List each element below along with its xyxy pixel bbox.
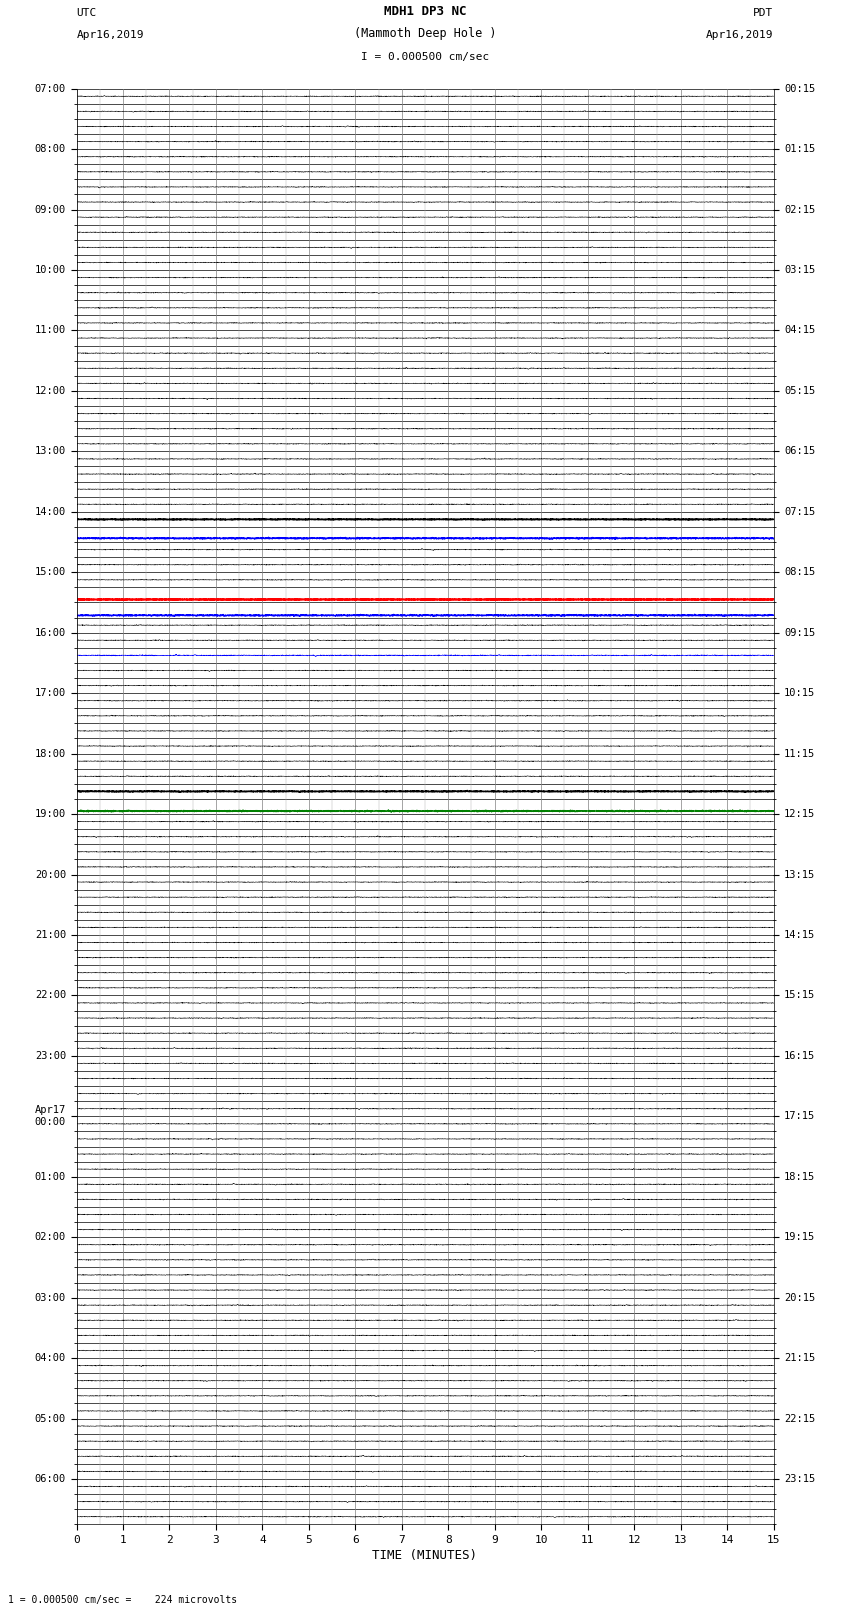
X-axis label: TIME (MINUTES): TIME (MINUTES) bbox=[372, 1548, 478, 1561]
Text: UTC: UTC bbox=[76, 8, 97, 18]
Text: I = 0.000500 cm/sec: I = 0.000500 cm/sec bbox=[361, 52, 489, 63]
Text: (Mammoth Deep Hole ): (Mammoth Deep Hole ) bbox=[354, 27, 496, 40]
Text: Apr16,2019: Apr16,2019 bbox=[76, 31, 144, 40]
Text: PDT: PDT bbox=[753, 8, 774, 18]
Text: 1 = 0.000500 cm/sec =    224 microvolts: 1 = 0.000500 cm/sec = 224 microvolts bbox=[8, 1595, 238, 1605]
Text: MDH1 DP3 NC: MDH1 DP3 NC bbox=[383, 5, 467, 18]
Text: Apr16,2019: Apr16,2019 bbox=[706, 31, 774, 40]
